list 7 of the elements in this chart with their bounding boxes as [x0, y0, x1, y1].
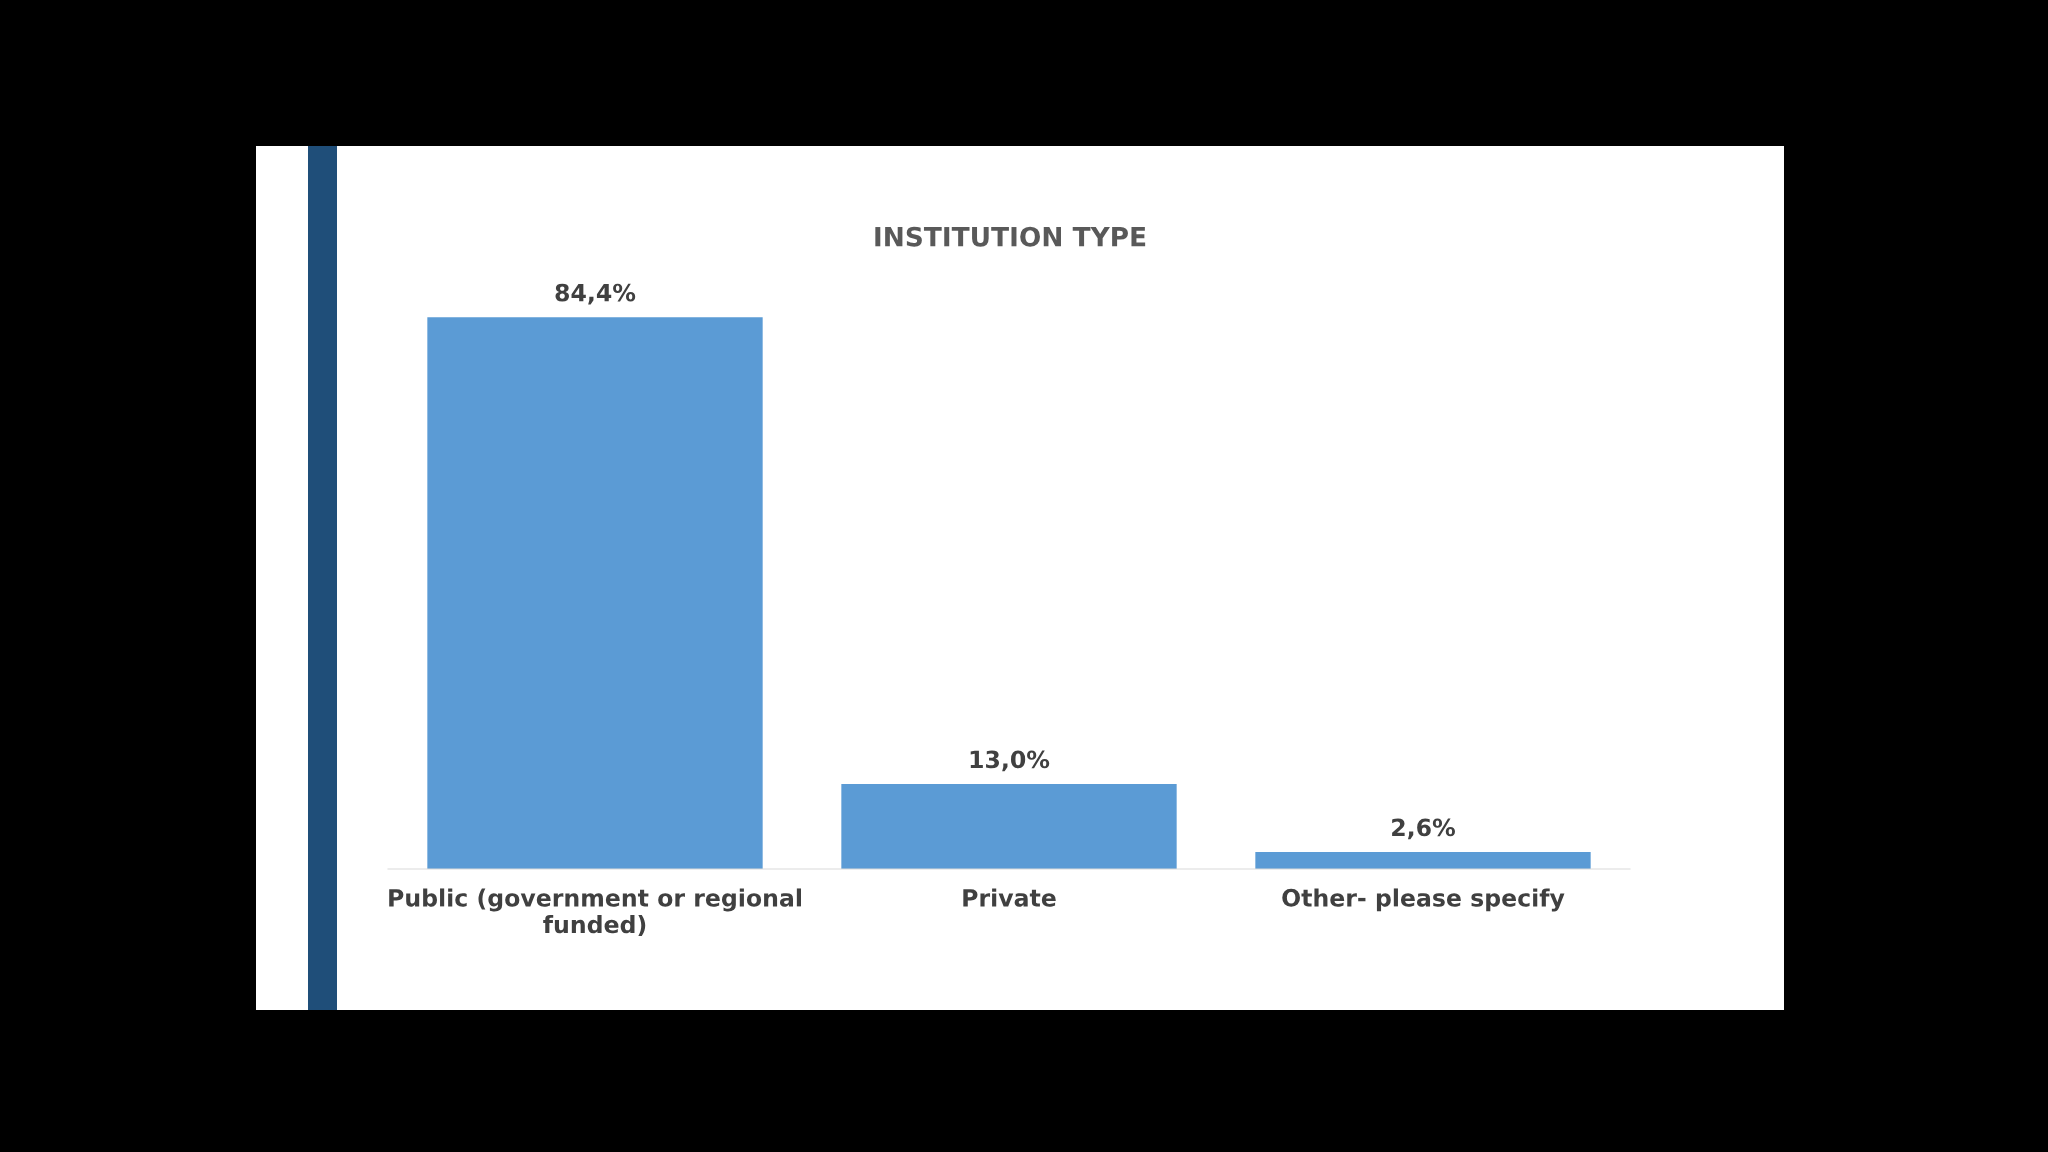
x-tick-label: Other- please specify — [1282, 888, 1565, 912]
data-label: 2,6% — [1392, 818, 1455, 840]
x-tick-label: Private — [963, 888, 1056, 907]
x-tick-label: Public (government or regional funded) — [389, 888, 801, 937]
data-label: 84,4% — [555, 283, 636, 305]
chart-title: INSTITUTION TYPE — [875, 226, 1146, 247]
data-label: 13,0% — [970, 750, 1050, 772]
